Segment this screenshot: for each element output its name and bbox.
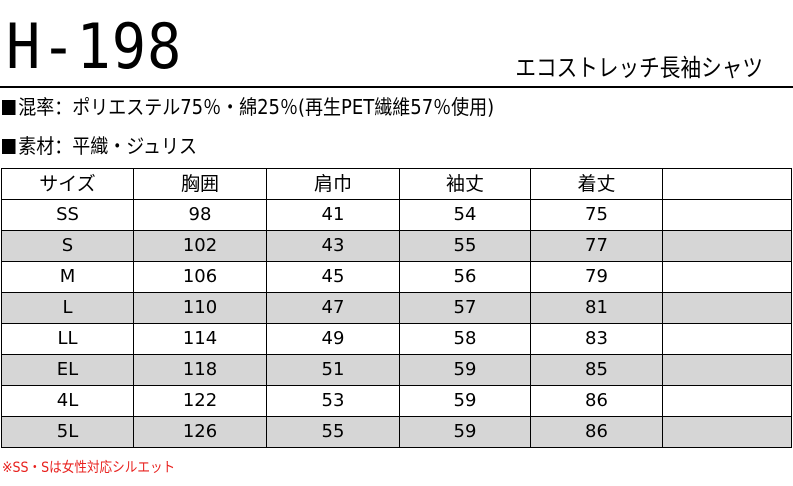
cell-sleeve: 57 xyxy=(399,292,531,324)
header-chest: 胸囲 xyxy=(133,168,267,200)
table-row: 4L 122 53 59 86 xyxy=(1,385,792,417)
cell-size: 4L xyxy=(1,385,134,417)
cell-shoulder: 55 xyxy=(266,416,400,448)
cell-shoulder: 51 xyxy=(266,354,400,386)
spec-material: 素材：平織・ジュリス xyxy=(2,134,197,158)
cell-chest: 110 xyxy=(133,292,267,324)
cell-length: 86 xyxy=(530,416,663,448)
footnote: ※SS・Sは女性対応シルエット xyxy=(2,460,176,476)
cell-shoulder: 43 xyxy=(266,230,400,262)
cell-sleeve: 59 xyxy=(399,385,531,417)
spec-blend: 混率：ポリエステル75％・綿25％(再生PET繊維57％使用) xyxy=(2,95,494,119)
cell-size: LL xyxy=(1,323,134,355)
cell-blank xyxy=(662,385,792,417)
header-sleeve: 袖丈 xyxy=(399,168,531,200)
cell-shoulder: 49 xyxy=(266,323,400,355)
cell-size: 5L xyxy=(1,416,134,448)
square-bullet-icon xyxy=(2,139,16,154)
cell-size: S xyxy=(1,230,134,262)
cell-chest: 98 xyxy=(133,199,267,231)
table-row: M 106 45 56 79 xyxy=(1,261,792,293)
cell-blank xyxy=(662,199,792,231)
cell-shoulder: 45 xyxy=(266,261,400,293)
cell-blank xyxy=(662,261,792,293)
cell-length: 83 xyxy=(530,323,663,355)
cell-size: SS xyxy=(1,199,134,231)
cell-size: L xyxy=(1,292,134,324)
header-divider xyxy=(0,86,793,88)
cell-length: 79 xyxy=(530,261,663,293)
cell-chest: 126 xyxy=(133,416,267,448)
cell-length: 77 xyxy=(530,230,663,262)
cell-sleeve: 54 xyxy=(399,199,531,231)
square-bullet-icon xyxy=(2,100,16,115)
cell-shoulder: 53 xyxy=(266,385,400,417)
cell-chest: 114 xyxy=(133,323,267,355)
header-size: サイズ xyxy=(1,168,134,200)
cell-size: EL xyxy=(1,354,134,386)
table-row: EL 118 51 59 85 xyxy=(1,354,792,386)
cell-sleeve: 59 xyxy=(399,354,531,386)
cell-shoulder: 41 xyxy=(266,199,400,231)
table-header-row: サイズ 胸囲 肩巾 袖丈 着丈 xyxy=(1,168,792,200)
cell-length: 85 xyxy=(530,354,663,386)
header: H-198 エコストレッチ長袖シャツ xyxy=(0,0,793,90)
cell-shoulder: 47 xyxy=(266,292,400,324)
table-row: SS 98 41 54 75 xyxy=(1,199,792,231)
cell-size: M xyxy=(1,261,134,293)
model-number: H-198 xyxy=(6,10,183,83)
cell-blank xyxy=(662,416,792,448)
cell-sleeve: 56 xyxy=(399,261,531,293)
cell-sleeve: 58 xyxy=(399,323,531,355)
cell-chest: 122 xyxy=(133,385,267,417)
product-name: エコストレッチ長袖シャツ xyxy=(515,54,763,82)
table-row: LL 114 49 58 83 xyxy=(1,323,792,355)
cell-chest: 106 xyxy=(133,261,267,293)
header-length: 着丈 xyxy=(530,168,663,200)
cell-blank xyxy=(662,230,792,262)
header-shoulder: 肩巾 xyxy=(266,168,400,200)
spec-blend-text: 混率：ポリエステル75％・綿25％(再生PET繊維57％使用) xyxy=(18,95,495,119)
cell-blank xyxy=(662,323,792,355)
cell-chest: 102 xyxy=(133,230,267,262)
table-row: 5L 126 55 59 86 xyxy=(1,416,792,448)
cell-length: 75 xyxy=(530,199,663,231)
spec-material-text: 素材：平織・ジュリス xyxy=(18,134,197,158)
cell-sleeve: 55 xyxy=(399,230,531,262)
cell-chest: 118 xyxy=(133,354,267,386)
cell-blank xyxy=(662,292,792,324)
size-table: サイズ 胸囲 肩巾 袖丈 着丈 SS 98 41 54 75 S 102 43 … xyxy=(1,168,792,448)
table-row: S 102 43 55 77 xyxy=(1,230,792,262)
cell-length: 81 xyxy=(530,292,663,324)
cell-sleeve: 59 xyxy=(399,416,531,448)
table-row: L 110 47 57 81 xyxy=(1,292,792,324)
header-blank xyxy=(662,168,792,200)
cell-length: 86 xyxy=(530,385,663,417)
cell-blank xyxy=(662,354,792,386)
